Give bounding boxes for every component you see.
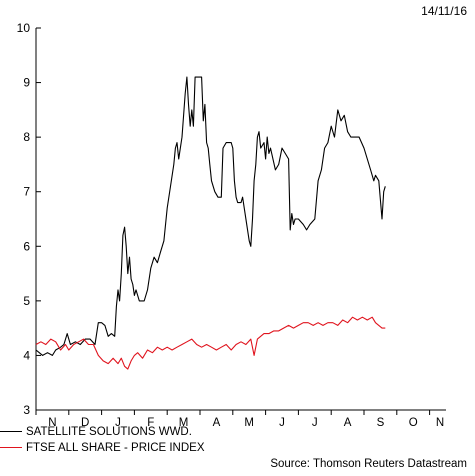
- y-tick-label: 10: [17, 21, 31, 35]
- x-tick-label: J: [115, 417, 121, 429]
- series-line-ftse-all-share: [35, 316, 386, 370]
- legend-item-ftse: FTSE ALL SHARE - PRICE INDEX: [0, 441, 205, 455]
- x-tick-label: F: [147, 417, 154, 429]
- y-tick-label: 3: [23, 403, 30, 417]
- x-tick-label: A: [344, 417, 352, 429]
- series-layer: [35, 76, 386, 370]
- y-tick-label: 6: [23, 239, 30, 253]
- y-tick-label: 4: [23, 348, 30, 362]
- y-tick-label: 8: [23, 130, 30, 144]
- x-tick-label: J: [279, 417, 285, 429]
- series-line-satellite-solutions: [35, 76, 386, 356]
- source-note: Source: Thomson Reuters Datastream: [270, 458, 467, 470]
- chart-date: 14/11/16: [421, 4, 467, 18]
- legend-label-satellite: SATELLITE SOLUTIONS WWD.: [26, 426, 192, 438]
- x-tick-label: M: [179, 417, 189, 429]
- x-tick-label: J: [312, 417, 318, 429]
- legend-swatch-black: [0, 431, 22, 433]
- x-tick-label: D: [81, 417, 89, 429]
- chart-axes: 3 4 5 6 7 8 9 10 N D J F M A M J J A S O N: [17, 21, 446, 429]
- y-tick-label: 5: [23, 294, 30, 308]
- x-tick-label: N: [436, 417, 444, 429]
- legend-item-satellite: SATELLITE SOLUTIONS WWD.: [0, 425, 192, 439]
- y-tick-label: 9: [23, 76, 30, 90]
- x-tick-label: S: [377, 417, 385, 429]
- y-tick-label: 7: [23, 185, 30, 199]
- legend-label-ftse: FTSE ALL SHARE - PRICE INDEX: [26, 442, 205, 454]
- x-tick-label: A: [213, 417, 221, 429]
- legend-swatch-red: [0, 447, 22, 449]
- x-tick-label: O: [409, 417, 418, 429]
- x-tick-label: M: [244, 417, 254, 429]
- x-tick-label: N: [48, 417, 56, 429]
